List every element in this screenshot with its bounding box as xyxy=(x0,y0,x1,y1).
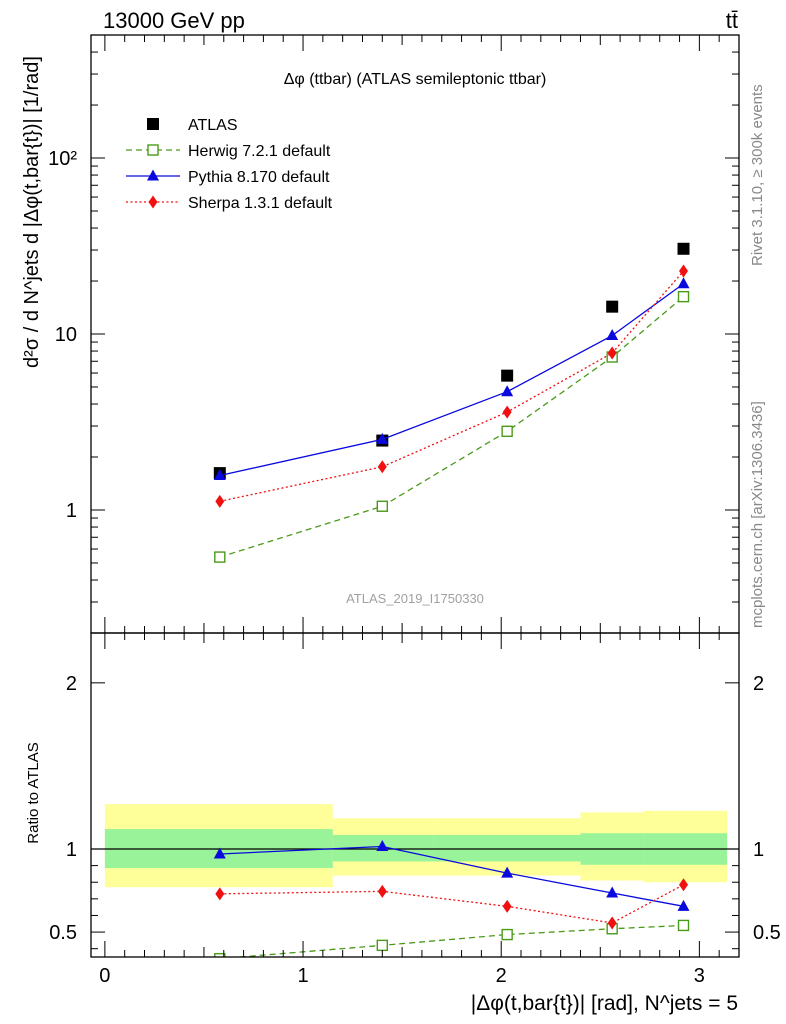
legend-marker xyxy=(147,169,159,181)
legend-label: Sherpa 1.3.1 default xyxy=(188,195,333,212)
uncertainty-band-inner xyxy=(433,834,581,862)
ratio-y-tick-label-right: 2 xyxy=(753,673,764,695)
rivet-version-label: Rivet 3.1.10, ≥ 300k events xyxy=(749,84,766,266)
pythia-8-170-default-point xyxy=(606,329,619,341)
sherpa-1-3-1-default-ratio-point xyxy=(607,916,617,930)
header-energy-label: 13000 GeV pp xyxy=(103,8,245,33)
chart-title: Δφ (ttbar) (ATLAS semileptonic ttbar) xyxy=(284,71,547,88)
legend-marker xyxy=(148,195,158,209)
x-axis-label: |Δφ(t,bar{t})| [rad], N^jets = 5 xyxy=(471,992,738,1015)
atlas-point xyxy=(606,300,619,313)
pythia-8-170-default-ratio-point xyxy=(501,866,514,878)
pythia-8-170-default-ratio-point xyxy=(677,899,690,911)
ratio-y-tick-label: 1 xyxy=(66,839,77,861)
watermark: ATLAS_2019_I1750330 xyxy=(346,591,484,606)
pythia-8-170-default-point xyxy=(213,469,226,481)
pythia-8-170-default-ratio-point xyxy=(376,840,389,852)
herwig-7-2-1-default-point xyxy=(214,551,226,563)
mcplots-label: mcplots.cern.ch [arXiv:1306.3436] xyxy=(749,401,766,628)
atlas-point xyxy=(501,369,514,382)
y-axis-label: d²σ / d N^jets d |Δφ(t,bar{t})| [1/rad] xyxy=(21,56,43,368)
x-tick-label: 0 xyxy=(99,965,110,987)
y-tick-label: 10² xyxy=(48,148,77,170)
ratio-y-tick-label-right: 1 xyxy=(753,839,764,861)
legend-item-pythia-8-170-default: Pythia 8.170 default xyxy=(126,169,330,186)
legend-item-sherpa-1-3-1-default: Sherpa 1.3.1 default xyxy=(126,195,333,212)
y-tick-label: 1 xyxy=(66,500,77,522)
ratio-y-tick-label-right: 0.5 xyxy=(753,922,781,944)
legend-label: ATLAS xyxy=(188,117,238,134)
sherpa-1-3-1-default-ratio-point xyxy=(679,878,689,892)
pythia-8-170-default-point xyxy=(501,385,514,397)
header-process-label: tt̄ xyxy=(726,8,738,33)
x-tick-label: 3 xyxy=(694,965,705,987)
legend-label: Herwig 7.2.1 default xyxy=(188,143,331,160)
series-herwig-7-2-1-default xyxy=(214,290,690,563)
series-atlas xyxy=(213,242,690,480)
pythia-8-170-default-ratio-point xyxy=(213,847,226,859)
ratio-series xyxy=(213,840,690,957)
main-panel: Δφ (ttbar) (ATLAS semileptonic ttbar) AT… xyxy=(48,34,740,634)
sherpa-1-3-1-default-ratio-point xyxy=(377,884,387,898)
sherpa-1-3-1-default-point xyxy=(215,494,225,508)
herwig-7-2-1-default-ratio-point xyxy=(501,928,513,941)
pythia-8-170-default-ratio-point xyxy=(606,886,619,898)
herwig-7-2-1-default-ratio-point xyxy=(214,952,226,957)
ratio-panel: 0.5 0.5 1 1 2 2 xyxy=(49,632,781,958)
legend-label: Pythia 8.170 default xyxy=(188,169,330,186)
legend-marker xyxy=(147,118,159,130)
atlas-point xyxy=(677,242,690,255)
sherpa-1-3-1-default-point xyxy=(377,460,387,474)
pythia-8-170-default-point xyxy=(677,277,690,289)
legend-item-atlas: ATLAS xyxy=(147,117,238,134)
herwig-7-2-1-default-point xyxy=(501,425,513,437)
sherpa-1-3-1-default-ratio-point xyxy=(502,899,512,913)
sherpa-1-3-1-default-point xyxy=(502,405,512,419)
sherpa-1-3-1-default-point xyxy=(679,264,689,278)
pythia-8-170-default-point xyxy=(376,432,389,444)
ratio-y-axis-label: Ratio to ATLAS xyxy=(25,742,42,843)
series-pythia-8-170-default xyxy=(213,277,690,481)
sherpa-1-3-1-default-ratio-point xyxy=(215,887,225,901)
herwig-7-2-1-default-ratio-point xyxy=(677,919,690,932)
legend: ATLAS Herwig 7.2.1 default Pythia 8.170 de… xyxy=(126,117,333,212)
herwig-7-2-1-default-point xyxy=(677,290,690,303)
herwig-7-2-1-default-point xyxy=(376,500,389,512)
y-tick-label: 10 xyxy=(55,324,77,346)
series-sherpa-1-3-1-default xyxy=(215,264,689,508)
ratio-y-tick-label: 2 xyxy=(66,673,77,695)
legend-marker xyxy=(147,144,159,156)
herwig-7-2-1-default-ratio-point xyxy=(376,939,389,952)
ratio-y-tick-label: 0.5 xyxy=(49,922,77,944)
x-tick-label: 1 xyxy=(297,965,308,987)
ratio-frame xyxy=(90,632,740,958)
legend-item-herwig-7-2-1-default: Herwig 7.2.1 default xyxy=(126,143,331,160)
x-tick-label: 2 xyxy=(496,965,507,987)
sherpa-1-3-1-default-point xyxy=(607,346,617,360)
